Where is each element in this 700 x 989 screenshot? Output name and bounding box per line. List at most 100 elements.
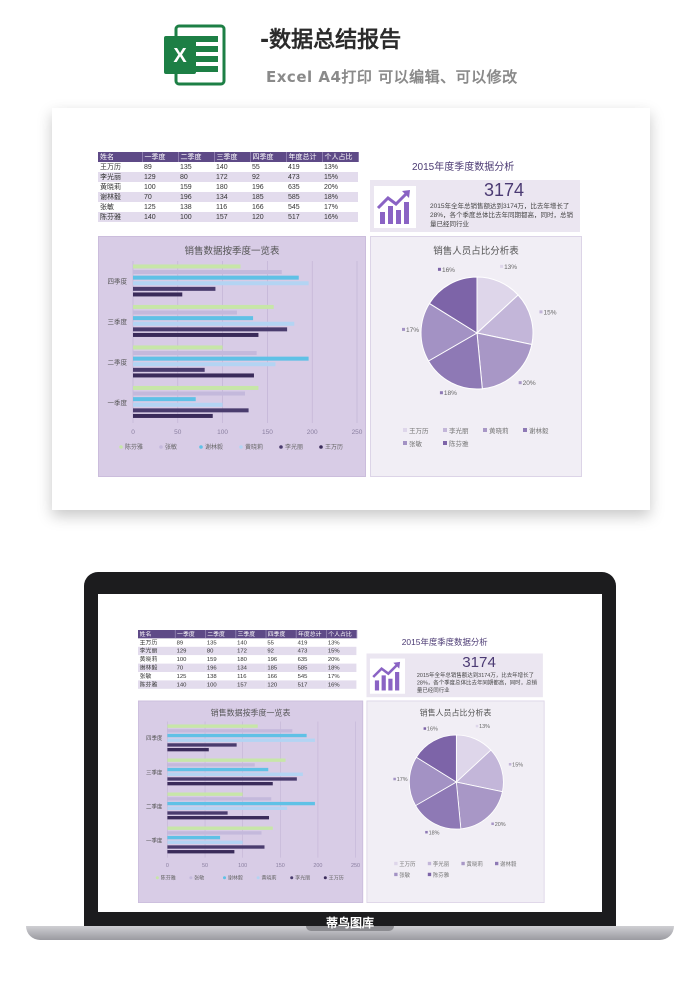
legend-marker <box>483 428 487 432</box>
x-tick-label: 250 <box>352 429 363 436</box>
table-cell: 196 <box>178 192 214 202</box>
table-cell: 157 <box>235 680 266 689</box>
table-header-cell: 四季度 <box>265 630 297 639</box>
pie-label-marker <box>425 830 428 834</box>
table-cell: 545 <box>286 202 322 212</box>
category-label: 三季度 <box>146 768 163 776</box>
pie-slice-陈芬雅 <box>428 276 478 334</box>
table-cell: 谢林毅 <box>98 192 142 202</box>
pie-label-marker <box>402 327 406 331</box>
table-cell: 129 <box>142 172 178 182</box>
bar-三季度-李光丽 <box>133 327 288 332</box>
table-cell: 20% <box>322 182 358 192</box>
table-cell: 92 <box>250 172 286 182</box>
pie-slice-谢林毅 <box>427 332 483 390</box>
legend-label: 张敏 <box>165 443 177 451</box>
pie-chart-title: 销售人员占比分析表 <box>419 708 492 719</box>
pie-slice-谢林毅 <box>415 781 462 830</box>
table-cell: 100 <box>205 680 236 689</box>
legend-label: 陈芬雅 <box>433 871 450 879</box>
table-row: 陈芬雅 140 100 157 120 517 16% <box>138 680 357 689</box>
bar-四季度-陈芬雅 <box>133 264 241 269</box>
bar-四季度-张敏 <box>133 270 282 275</box>
analysis-text: 2015年全年总销售额达到3174万，比去年增长了28%，各个季度总体比去年同期… <box>430 203 574 228</box>
table-cell: 黄晓莉 <box>138 655 175 664</box>
table-cell: 15% <box>322 172 358 182</box>
table-cell: 585 <box>295 663 327 672</box>
legend-label: 王万历 <box>399 861 416 868</box>
table-row: 王万历 89 135 140 55 419 13% <box>138 638 357 647</box>
table-cell: 419 <box>286 162 322 172</box>
pie-label-marker <box>437 267 441 271</box>
table-header-cell: 一季度 <box>174 630 206 639</box>
table-cell: 473 <box>295 646 327 656</box>
pie-chart-title: 销售人员占比分析表 <box>433 246 519 257</box>
table-cell: 王万历 <box>98 162 142 172</box>
laptop-screen: 姓名 一季度 二季度 三季度 四季度 年度总计 个人占比 王万历 89 135 140 55 419 1… <box>98 594 602 912</box>
table-cell: 13% <box>322 162 358 172</box>
table-cell: 17% <box>322 202 358 212</box>
bar-一季度-王万历 <box>167 850 235 854</box>
table-header-cell: 二季度 <box>178 152 215 162</box>
legend-marker <box>323 876 327 880</box>
table-cell: 140 <box>142 212 178 222</box>
table-row: 张敏 125 138 116 166 545 17% <box>98 202 358 212</box>
bar-一季度-黄晓莉 <box>167 840 243 844</box>
table-row: 黄晓莉 100 159 180 196 635 20% <box>138 655 357 664</box>
table-cell: 138 <box>178 202 214 212</box>
page-title: -数据总结报告 <box>260 28 402 53</box>
category-label: 二季度 <box>108 357 128 366</box>
pie-value-label: 16% <box>442 267 455 274</box>
bar-四季度-黄晓莉 <box>167 738 315 742</box>
bar-二季度-李光丽 <box>133 367 205 372</box>
table-cell: 125 <box>174 672 206 681</box>
analysis-title: 2015年度季度数据分析 <box>401 638 488 648</box>
table-cell: 120 <box>265 680 296 689</box>
bar-二季度-陈芬雅 <box>133 345 223 350</box>
bar-二季度-王万历 <box>167 816 270 820</box>
table-cell: 196 <box>205 663 236 672</box>
x-tick-label: 50 <box>174 429 182 436</box>
pie-label-marker <box>423 727 427 730</box>
bar-三季度-李光丽 <box>167 777 297 781</box>
legend-marker <box>443 428 447 432</box>
table-cell: 129 <box>174 646 206 656</box>
legend-label: 张敏 <box>399 871 410 879</box>
legend-marker <box>495 861 499 866</box>
bar-一季度-李光丽 <box>167 845 265 849</box>
legend-marker <box>290 876 294 880</box>
analysis-number: 3174 <box>462 653 496 671</box>
legend-marker <box>394 872 398 877</box>
x-tick-label: 200 <box>307 429 318 436</box>
table-cell: 138 <box>205 672 236 681</box>
table-cell: 140 <box>235 638 266 647</box>
table-cell: 157 <box>214 212 250 222</box>
table-cell: 17% <box>326 672 357 681</box>
legend-marker <box>119 445 123 449</box>
pie-value-label: 18% <box>429 830 440 836</box>
legend-marker <box>239 445 243 449</box>
table-header-cell: 姓名 <box>138 630 176 639</box>
table-cell: 92 <box>265 646 296 656</box>
analysis-box: 3174 2015年全年总销售额达到3174万，比去年增长了28%，各个季度总体… <box>366 653 543 698</box>
legend-marker <box>394 861 398 866</box>
table-row: 谢林毅 70 196 134 185 585 18% <box>98 192 358 202</box>
legend-label: 谢林毅 <box>529 426 549 435</box>
table-header-row: 姓名 一季度 二季度 三季度 四季度 年度总计 个人占比 <box>138 630 357 639</box>
legend-marker <box>223 876 227 880</box>
analysis-box: 3174 2015年全年总销售额达到3174万，比去年增长了28%，各个季度总体… <box>370 180 580 232</box>
bar-二季度-黄晓莉 <box>167 806 288 810</box>
table-header-cell: 姓名 <box>98 152 143 162</box>
bar-四季度-张敏 <box>167 729 293 733</box>
table-cell: 185 <box>265 663 296 672</box>
table-cell: 135 <box>178 162 214 172</box>
watermark: 蒂鸟图库 <box>325 916 374 930</box>
bar-四季度-王万历 <box>133 292 183 297</box>
table-cell: 185 <box>250 192 286 202</box>
table-cell: 15% <box>326 646 357 656</box>
legend-label: 王万历 <box>329 875 344 881</box>
bar-三季度-黄晓莉 <box>133 321 295 326</box>
